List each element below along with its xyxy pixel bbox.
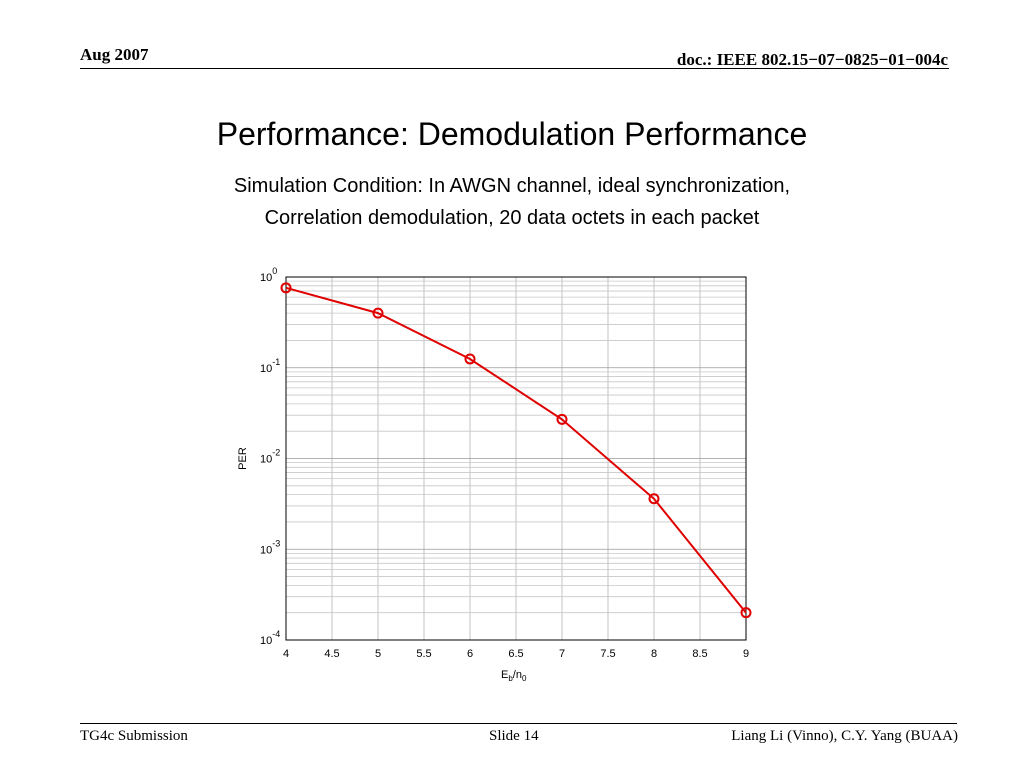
slide-title: Performance: Demodulation Performance [216,116,808,152]
data-point-marker [372,307,384,319]
data-point-marker [648,493,660,505]
x-tick-label: 7.5 [600,648,615,660]
y-tick-label: 100 [260,266,277,284]
x-tick-label: 4.5 [324,648,339,660]
y-tick-exponent: 0 [272,266,277,276]
x-tick-label: 8 [651,648,657,660]
x-tick-label: 6 [467,648,473,660]
header-date: Aug 2007 [80,45,149,64]
x-tick-label: 5 [375,648,381,660]
y-tick-base: 10 [260,363,272,375]
y-tick-exponent: -3 [272,538,280,548]
header-doc-id: doc.: IEEE 802.15−07−0825−01−004c [676,50,948,69]
x-tick-label: 9 [743,648,749,660]
x-axis-label-sub-b: b [508,674,513,683]
data-point-marker [556,413,568,425]
footer-divider [80,723,957,724]
x-axis-label: Eb/n0 [501,669,527,683]
series-line [285,286,747,614]
y-tick-label: 10-1 [260,357,280,375]
y-tick-base: 10 [260,272,272,284]
y-tick-label: 10-3 [260,538,280,556]
y-tick-exponent: -1 [272,357,280,367]
x-axis-label-e: E [501,669,508,681]
y-tick-base: 10 [260,454,272,466]
x-tick-label: 8.5 [692,648,707,660]
x-axis-label-n: /n [513,669,522,681]
y-tick-label: 10-4 [260,629,280,647]
chart-grid [285,277,747,641]
footer-slide-number: Slide 14 [489,728,539,744]
plot-frame [285,276,747,641]
y-tick-label: 10-2 [260,448,280,466]
footer-left: TG4c Submission [80,728,188,744]
data-point-marker [740,607,752,619]
x-tick-label: 6.5 [508,648,523,660]
y-tick-exponent: -2 [272,448,280,458]
x-axis-label-sub-0: 0 [522,674,527,683]
slide-subtitle-line1: Simulation Condition: In AWGN channel, i… [233,175,791,197]
y-tick-base: 10 [260,544,272,556]
slide-subtitle-line2: Correlation demodulation, 20 data octets… [264,207,760,229]
y-axis-label: PER [237,447,249,470]
x-tick-label: 4 [283,648,289,660]
y-tick-base: 10 [260,635,272,647]
x-tick-label: 5.5 [416,648,431,660]
x-tick-label: 7 [559,648,565,660]
chart-series [280,282,752,619]
data-point-marker [464,353,476,365]
footer-authors: Liang Li (Vinno), C.Y. Yang (BUAA) [731,728,958,744]
y-tick-exponent: -4 [272,629,280,639]
data-point-marker [280,282,292,294]
header-divider [80,68,949,69]
